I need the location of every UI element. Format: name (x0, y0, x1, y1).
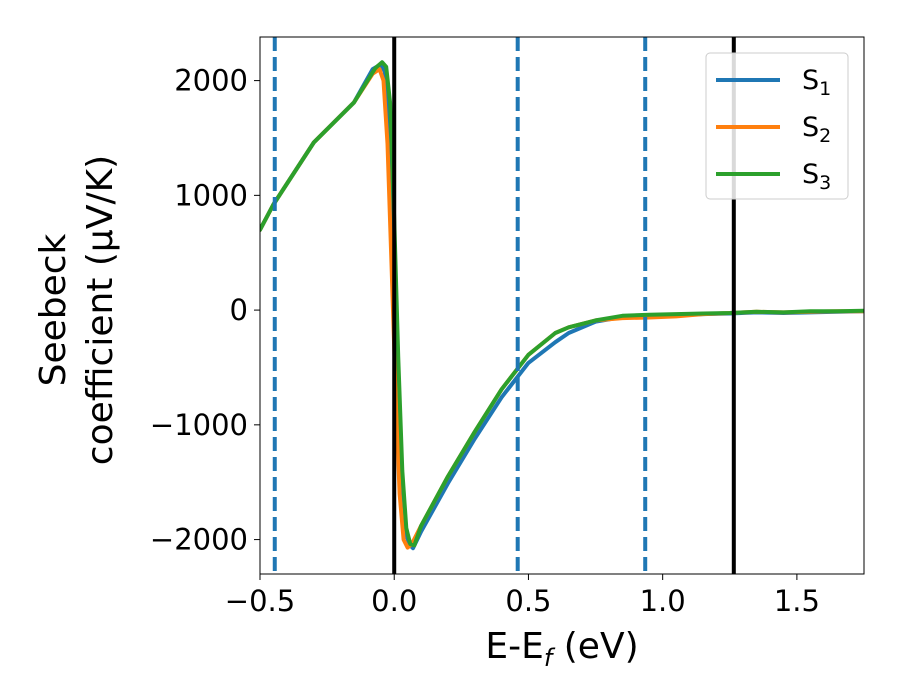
x-tick-label: 0.0 (371, 584, 417, 618)
x-tick-label: 1.5 (774, 584, 820, 618)
legend: S1 S2 S3 (705, 52, 849, 200)
y-axis-title: Seebeck coefficient (μV/K) (33, 155, 121, 465)
x-axis: −0.5 0.0 0.5 1.0 1.5 (225, 574, 820, 618)
y-tick-label: 0 (230, 293, 248, 327)
plot-frame (259, 36, 865, 575)
y-tick-label: 1000 (174, 178, 248, 212)
y-axis: −2000 −1000 0 1000 2000 (150, 64, 260, 557)
y-tick-label: −2000 (150, 523, 248, 557)
legend-label-s3: S3 (802, 159, 831, 194)
series-line-s3 (260, 60, 864, 548)
x-axis-title-main: E-E (485, 626, 543, 667)
y-axis-title-line2: coefficient (μV/K) (80, 155, 121, 465)
y-tick-label: 2000 (174, 64, 248, 98)
y-tick-label: −1000 (150, 408, 248, 442)
x-tick-label: 1.0 (640, 584, 686, 618)
legend-label-s1: S1 (802, 65, 831, 100)
x-tick-label: −0.5 (225, 584, 295, 618)
plot-area (260, 37, 864, 574)
x-axis-title-suffix: (eV) (552, 626, 638, 667)
y-axis-title-line1: Seebeck (33, 233, 74, 386)
x-tick-label: 0.5 (505, 584, 551, 618)
x-axis-title: E-Ef (eV) (485, 626, 638, 672)
legend-label-s2: S2 (802, 112, 831, 147)
